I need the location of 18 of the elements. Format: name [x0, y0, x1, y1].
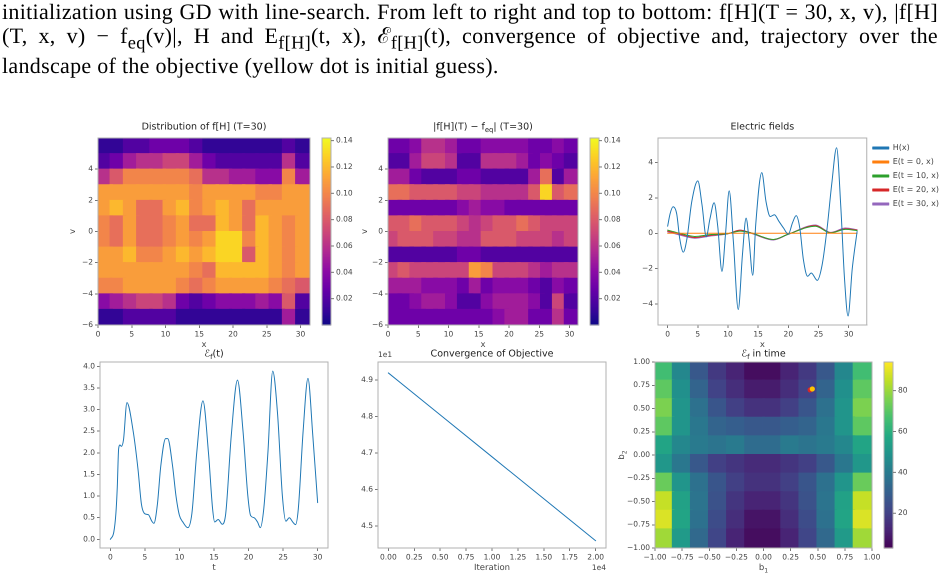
- y-axis-title: v: [360, 228, 370, 234]
- legend-label: H(x): [892, 143, 910, 152]
- legend-label: E(t = 20, x): [892, 185, 939, 194]
- x-axis-title: x: [201, 340, 207, 350]
- chart-title: Convergence of Objective: [430, 348, 554, 360]
- legend-label: E(t = 10, x): [892, 171, 939, 180]
- legend-label: E(t = 30, x): [892, 199, 939, 208]
- x-axis-title: x: [760, 340, 765, 350]
- legend-label: E(t = 0, x): [892, 157, 934, 166]
- chart-title: Distribution of f[H] (T=30): [142, 121, 266, 132]
- line-series: [110, 370, 318, 540]
- x-axis-title: Iteration: [474, 563, 510, 574]
- x-axis-title: t: [212, 563, 216, 574]
- x-axis-title: x: [480, 340, 486, 350]
- line-series: [667, 147, 858, 317]
- text: initialization using GD with line-search. From left to right and top to bottom: f[H](T = 30, x, v), |f[H](T, x, v) − f$_{eq}$(v)|, H and E$_{f[H]}$(t, x), ℰ$_{f[H]}$(t), convergence of objective and, trajectory over the landscape of the objective (yellow dot is initial guess).: [2, 0, 938, 78]
- chart-title: Electric fields: [730, 121, 794, 132]
- y-axis-title: v: [68, 228, 78, 234]
